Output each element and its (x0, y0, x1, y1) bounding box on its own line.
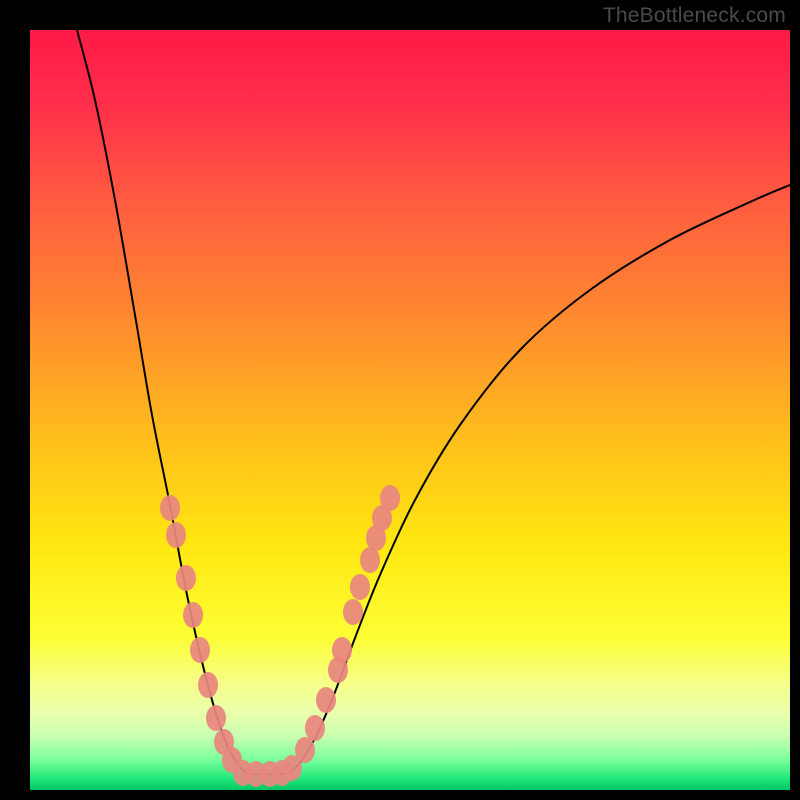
data-marker (160, 495, 180, 521)
data-marker (343, 599, 363, 625)
data-marker (305, 715, 325, 741)
plot-area (30, 30, 790, 790)
data-marker (166, 522, 186, 548)
data-marker (350, 574, 370, 600)
data-marker (176, 565, 196, 591)
chart-svg (30, 30, 790, 790)
data-marker (380, 485, 400, 511)
data-marker (295, 737, 315, 763)
data-marker (183, 602, 203, 628)
data-marker (190, 637, 210, 663)
watermark-text: TheBottleneck.com (603, 4, 786, 28)
data-marker (198, 672, 218, 698)
v-curve-line (77, 30, 790, 774)
data-marker (206, 705, 226, 731)
data-marker (316, 687, 336, 713)
data-marker (332, 637, 352, 663)
